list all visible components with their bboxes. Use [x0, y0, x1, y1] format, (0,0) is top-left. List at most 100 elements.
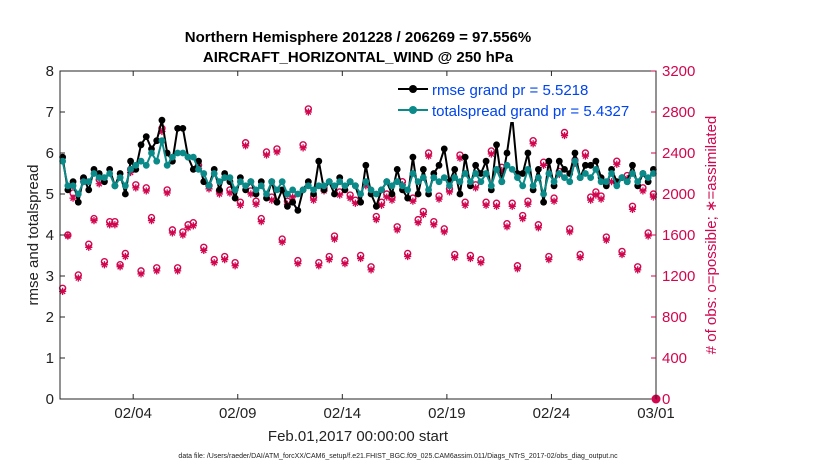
obs-assimilated-point — [472, 184, 480, 192]
totalspread-point — [294, 190, 302, 198]
obs-assimilated-point — [592, 191, 600, 199]
obs-assimilated-point — [451, 253, 459, 262]
totalspread-point — [388, 182, 396, 190]
obs-assimilated-point — [74, 274, 82, 282]
rmse-point — [571, 149, 579, 157]
rmse-point — [142, 133, 150, 141]
y-left-tick-label: 8 — [46, 63, 54, 80]
totalspread-point — [498, 178, 506, 186]
rmse-point — [284, 202, 291, 210]
totalspread-point — [383, 178, 391, 186]
obs-assimilated-point — [174, 267, 182, 275]
y-left-tick-label: 6 — [46, 145, 54, 162]
totalspread-point — [74, 190, 82, 198]
totalspread-point — [576, 174, 584, 182]
obs-assimilated-point — [90, 217, 98, 225]
totalspread-point — [446, 182, 453, 190]
legend-spread-label: totalspread grand pr = 5.4327 — [432, 103, 629, 120]
y-right-tick-label: 2000 — [662, 186, 695, 203]
obs-assimilated-point — [435, 195, 443, 203]
rmse-point — [534, 166, 542, 173]
totalspread-point — [634, 178, 642, 186]
rmse-point — [74, 198, 82, 206]
obs-assimilated-point — [388, 196, 396, 204]
totalspread-point — [561, 174, 568, 182]
y-right-tick-label: 800 — [662, 309, 687, 326]
rmse-point — [435, 161, 443, 169]
obs-assimilated-point — [137, 270, 145, 278]
y-left-tick-label: 4 — [46, 227, 54, 244]
totalspread-point — [242, 182, 249, 190]
totalspread-point — [555, 170, 563, 177]
y-left-tick-label: 0 — [46, 391, 54, 408]
totalspread-point — [148, 149, 155, 157]
totalspread-point — [336, 178, 344, 186]
totalspread-point — [85, 178, 93, 186]
rmse-point — [545, 157, 553, 165]
obs-assimilated-point — [215, 190, 224, 198]
totalspread-point — [351, 182, 359, 190]
totalspread-point — [456, 178, 464, 186]
totalspread-point — [284, 190, 291, 198]
obs-assimilated-point — [545, 256, 553, 264]
totalspread-point — [59, 157, 67, 165]
obs-assimilated-point — [59, 287, 67, 295]
totalspread-point — [477, 178, 485, 186]
obs-assimilated-point — [330, 235, 339, 243]
rmse-point — [404, 194, 412, 202]
legend: rmse grand pr = 5.5218 totalspread grand… — [380, 78, 629, 122]
rmse-point — [519, 170, 527, 177]
obs-assimilated-point — [466, 254, 475, 263]
totalspread-point — [414, 178, 422, 186]
totalspread-point — [639, 170, 647, 177]
totalspread-point — [64, 182, 72, 190]
obs-assimilated-point — [529, 140, 537, 148]
totalspread-point — [399, 182, 406, 190]
obs-assimilated-point — [289, 193, 297, 201]
legend-spread-marker — [409, 106, 417, 114]
obs-assimilated-point — [613, 160, 621, 168]
totalspread-point — [278, 178, 286, 186]
totalspread-point — [289, 186, 297, 194]
obs-assimilated-point — [153, 267, 161, 275]
obs-assimilated-point — [461, 201, 469, 209]
obs-assimilated-point — [560, 131, 569, 140]
rmse-point — [555, 157, 563, 165]
x-tick-label: 02/09 — [219, 405, 257, 422]
rmse-point — [153, 137, 161, 145]
totalspread-point — [529, 182, 537, 190]
totalspread-point — [566, 178, 574, 186]
rmse-point — [503, 149, 511, 157]
totalspread-point — [425, 186, 432, 194]
y-left-tick-label: 5 — [46, 186, 54, 203]
obs-assimilated-point — [299, 144, 307, 152]
obs-assimilated-point — [477, 259, 485, 267]
obs-assimilated-point — [634, 266, 642, 274]
obs-assimilated-point — [566, 228, 574, 236]
obs-assimilated-point — [257, 218, 265, 226]
y-left-tick-label: 7 — [46, 104, 54, 121]
obs-assimilated-point — [367, 266, 375, 274]
x-tick-label: 02/24 — [533, 405, 571, 422]
obs-assimilated-point — [424, 152, 433, 160]
rmse-point — [85, 186, 93, 194]
obs-assimilated-point — [628, 205, 637, 213]
obs-assimilated-point — [487, 150, 495, 158]
totalspread-point — [106, 170, 114, 177]
obs-assimilated-point — [419, 210, 427, 219]
obs-assimilated-point — [513, 265, 522, 273]
y-right-tick-label: 2400 — [662, 145, 695, 162]
y-axis-right-label: # of obs: o=possible; ∗=assimilated — [703, 116, 720, 355]
obs-assimilated-point — [262, 151, 271, 159]
obs-assimilated-point — [492, 202, 501, 210]
obs-assimilated-point — [69, 194, 77, 202]
rmse-point — [561, 166, 568, 173]
rmse-point — [362, 161, 370, 169]
obs-assimilated-point — [100, 261, 109, 269]
totalspread-point — [331, 182, 338, 190]
totalspread-point — [268, 178, 276, 186]
obs-assimilated-point — [189, 222, 197, 230]
rmse-point — [477, 170, 485, 177]
obs-assimilated-point — [236, 201, 244, 209]
